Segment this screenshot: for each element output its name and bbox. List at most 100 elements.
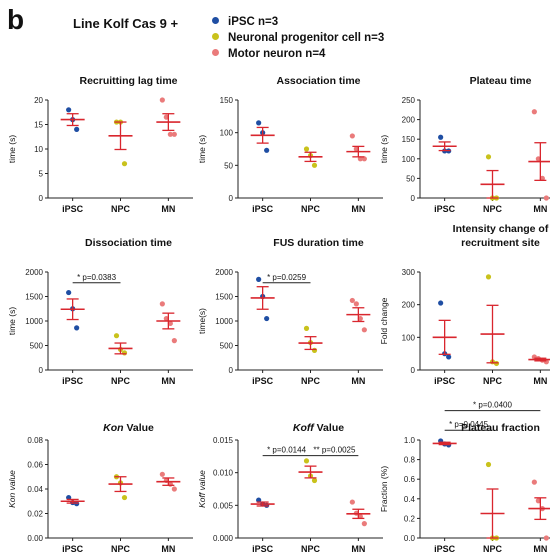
y-tick-label: 200: [402, 116, 416, 125]
data-point-mn: [349, 133, 355, 139]
legend-label-mn: Motor neuron n=4: [228, 48, 326, 60]
y-tick-label: 0.6: [404, 475, 416, 484]
y-tick-label: 50: [224, 161, 233, 170]
data-point-ipsc: [446, 354, 452, 360]
data-point-npc: [485, 461, 492, 468]
x-tick-label: NPC: [301, 204, 321, 214]
y-tick-label: 100: [220, 129, 234, 138]
y-tick-label: 0: [411, 366, 416, 375]
y-tick-label: 1000: [215, 317, 233, 326]
y-tick-label: 0.02: [27, 510, 43, 519]
y-tick-label: 0.005: [213, 501, 234, 510]
x-tick-label: MN: [533, 376, 547, 386]
data-point-ipsc: [74, 325, 80, 331]
y-tick-label: 0.4: [404, 495, 416, 504]
y-tick-label: 0: [229, 194, 234, 203]
chart-title-italic: Koff: [293, 422, 315, 434]
cell-line-title: Line Kolf Cas 9 +: [73, 16, 179, 31]
data-point-mn: [353, 301, 359, 307]
y-tick-label: 0: [411, 194, 416, 203]
chart-title: FUS duration time: [273, 237, 364, 249]
y-tick-label: 500: [30, 342, 44, 351]
data-point-ipsc: [438, 134, 444, 140]
x-tick-label: MN: [161, 376, 175, 386]
legend-label-ipsc: iPSC n=3: [228, 16, 279, 28]
chart-1: Recruitting lag time 0 5 10 15 20 time (s) iPSC…: [7, 75, 193, 214]
data-point-mn: [353, 146, 359, 152]
x-tick-label: iPSC: [252, 544, 274, 554]
x-tick-label: MN: [351, 544, 365, 554]
x-tick-label: iPSC: [434, 204, 456, 214]
chart-title: Association time: [276, 75, 360, 87]
data-point-mn: [543, 535, 549, 541]
data-point-npc: [485, 154, 492, 160]
significance-label: * p=0.0445: [449, 420, 488, 429]
y-tick-label: 0.08: [27, 436, 43, 445]
chart-title-italic: Kon: [103, 422, 123, 434]
data-point-mn: [531, 479, 537, 485]
x-tick-label: MN: [161, 544, 175, 554]
significance-label: * p=0.0400: [473, 401, 512, 410]
y-tick-label: 500: [220, 342, 234, 351]
y-tick-label: 2000: [215, 268, 233, 277]
data-point-mn: [361, 521, 367, 527]
y-tick-label: 1500: [215, 293, 233, 302]
y-tick-label: 200: [402, 301, 416, 310]
chart-8: Koff Value 0.000 0.005 0.010 0.015 Koff value…: [197, 422, 383, 554]
chart-title-rest: Value: [124, 422, 155, 434]
x-tick-label: NPC: [483, 544, 503, 554]
chart-title: recruitment site: [461, 237, 540, 249]
y-tick-label: 0.00: [27, 534, 43, 543]
y-tick-label: 0.010: [213, 469, 234, 478]
data-point-npc: [121, 350, 128, 356]
y-tick-label: 100: [402, 155, 416, 164]
y-tick-label: 150: [220, 96, 234, 105]
y-axis-label: Fraction (%): [379, 466, 389, 512]
x-tick-label: MN: [533, 544, 547, 554]
data-point-ipsc: [438, 300, 444, 306]
y-tick-label: 0: [39, 194, 44, 203]
chart-title: Recruitting lag time: [79, 75, 177, 87]
data-point-ipsc: [66, 107, 72, 113]
y-axis-label: time(s): [197, 308, 207, 334]
y-tick-label: 10: [34, 145, 43, 154]
y-tick-label: 20: [34, 96, 43, 105]
x-tick-label: iPSC: [434, 376, 456, 386]
chart-4: Dissociation time 0 500 1000 1500 2000 time (s…: [7, 237, 193, 386]
x-tick-label: iPSC: [62, 376, 84, 386]
chart-title: Dissociation time: [85, 237, 172, 249]
y-axis-label: Kon value: [7, 470, 17, 508]
y-tick-label: 1.0: [404, 436, 416, 445]
data-point-npc: [303, 146, 310, 152]
y-tick-label: 0.04: [27, 485, 43, 494]
legend-dot-npc: [212, 33, 219, 41]
y-axis-label: time (s): [197, 135, 207, 164]
data-point-mn: [349, 499, 355, 505]
data-point-npc: [113, 333, 120, 339]
x-tick-label: NPC: [111, 544, 131, 554]
x-tick-label: MN: [351, 376, 365, 386]
chart-title: Plateau fraction: [461, 422, 540, 434]
x-tick-label: MN: [161, 204, 175, 214]
data-point-mn: [543, 195, 549, 201]
x-tick-label: iPSC: [252, 204, 274, 214]
x-tick-label: NPC: [483, 376, 503, 386]
data-point-mn: [159, 97, 165, 103]
chart-6: Intensity change of recruitment site 0 100 2…: [379, 223, 550, 386]
data-point-npc: [311, 477, 318, 484]
data-point-npc: [485, 274, 492, 280]
x-tick-label: MN: [533, 204, 547, 214]
y-tick-label: 0.06: [27, 461, 43, 470]
data-point-ipsc: [256, 276, 262, 282]
data-point-mn: [349, 297, 355, 304]
chart-3: Plateau time 0 50 100 150 200 250 time (s) iPSC N…: [379, 75, 550, 214]
legend-item-npc: Neuronal progenitor cell n=3: [212, 30, 384, 46]
panel-letter: b: [7, 4, 25, 35]
chart-7: Kon Value 0.00 0.02 0.04 0.06 0.08 Kon value iP…: [7, 422, 193, 554]
chart-2: Association time 0 50 100 150 time (s) iPSC NPC…: [197, 75, 383, 214]
data-point-mn: [535, 156, 541, 162]
data-point-mn: [361, 156, 367, 162]
y-axis-label: time (s): [7, 307, 17, 336]
chart-title: Koff Value: [293, 422, 344, 434]
data-point-mn: [171, 486, 177, 492]
